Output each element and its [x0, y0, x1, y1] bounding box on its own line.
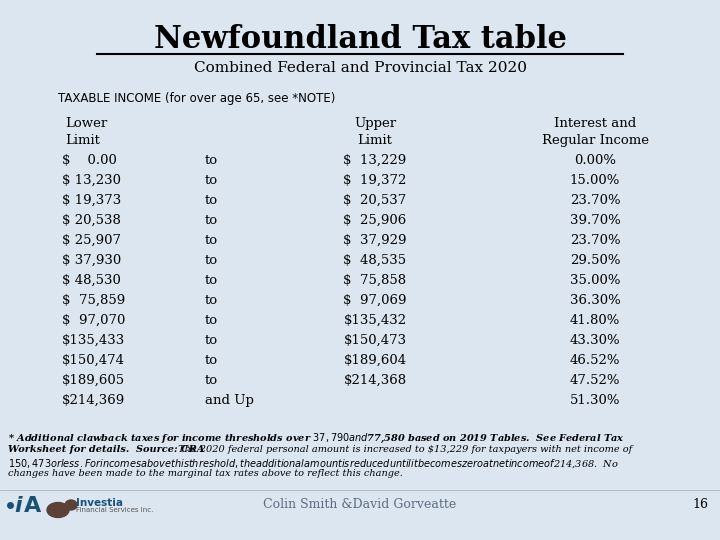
Text: 47.52%: 47.52%	[570, 374, 620, 387]
Text: Colin Smith &David Gorveatte: Colin Smith &David Gorveatte	[264, 498, 456, 511]
Text: to: to	[205, 254, 218, 267]
Text: $  19,372: $ 19,372	[343, 174, 407, 187]
Text: to: to	[205, 194, 218, 207]
Text: $  20,537: $ 20,537	[343, 194, 407, 207]
Text: $  97,069: $ 97,069	[343, 294, 407, 307]
Text: $ 25,907: $ 25,907	[62, 234, 121, 247]
Text: $ 48,530: $ 48,530	[62, 274, 121, 287]
Text: to: to	[205, 354, 218, 367]
Text: $214,369: $214,369	[62, 394, 125, 407]
Text: to: to	[205, 274, 218, 287]
Text: i: i	[14, 496, 22, 516]
Text: TAXABLE INCOME (for over age 65, see *NOTE): TAXABLE INCOME (for over age 65, see *NO…	[58, 92, 336, 105]
Text: 23.70%: 23.70%	[570, 234, 621, 247]
Text: * Additional clawback taxes for income thresholds over $37,790 and $77,580 based: * Additional clawback taxes for income t…	[8, 432, 625, 445]
Text: $ 19,373: $ 19,373	[62, 194, 121, 207]
Text: Financial Services Inc.: Financial Services Inc.	[76, 507, 153, 513]
Text: $150,473 or less.  For incomes above this threshold, the additional amount is re: $150,473 or less. For incomes above this…	[8, 457, 618, 470]
Text: $189,605: $189,605	[62, 374, 125, 387]
Text: $  37,929: $ 37,929	[343, 234, 407, 247]
Text: to: to	[205, 174, 218, 187]
Text: $150,474: $150,474	[62, 354, 125, 367]
Text: 43.30%: 43.30%	[570, 334, 621, 347]
Text: Combined Federal and Provincial Tax 2020: Combined Federal and Provincial Tax 2020	[194, 61, 526, 75]
Text: Limit: Limit	[358, 134, 392, 147]
Text: 46.52%: 46.52%	[570, 354, 620, 367]
Text: to: to	[205, 314, 218, 327]
Text: and Up: and Up	[205, 394, 254, 407]
Text: $ 20,538: $ 20,538	[62, 214, 121, 227]
Text: to: to	[205, 234, 218, 247]
Text: $214,368: $214,368	[343, 374, 407, 387]
Text: Lower: Lower	[65, 117, 107, 130]
Text: 39.70%: 39.70%	[570, 214, 621, 227]
Text: Upper: Upper	[354, 117, 396, 130]
Text: Worksheet for details.  Source: CRA: Worksheet for details. Source: CRA	[8, 444, 204, 454]
Text: $  75,858: $ 75,858	[343, 274, 407, 287]
Text: 0.00%: 0.00%	[574, 154, 616, 167]
Text: $189,604: $189,604	[343, 354, 407, 367]
Text: $135,433: $135,433	[62, 334, 125, 347]
Text: to: to	[205, 294, 218, 307]
Text: $  48,535: $ 48,535	[343, 254, 407, 267]
Text: to: to	[205, 374, 218, 387]
Text: 29.50%: 29.50%	[570, 254, 620, 267]
Text: $ 13,230: $ 13,230	[62, 174, 121, 187]
Text: Regular Income: Regular Income	[541, 134, 649, 147]
Text: 51.30%: 51.30%	[570, 394, 620, 407]
Text: changes have been made to the marginal tax rates above to reflect this change.: changes have been made to the marginal t…	[8, 469, 403, 478]
Text: $  97,070: $ 97,070	[62, 314, 125, 327]
Text: A: A	[24, 496, 41, 516]
Text: to: to	[205, 334, 218, 347]
Text: 35.00%: 35.00%	[570, 274, 620, 287]
Text: 36.30%: 36.30%	[570, 294, 621, 307]
Ellipse shape	[47, 503, 69, 517]
Text: $    0.00: $ 0.00	[62, 154, 117, 167]
Text: 23.70%: 23.70%	[570, 194, 621, 207]
Text: $  25,906: $ 25,906	[343, 214, 407, 227]
Text: Interest and: Interest and	[554, 117, 636, 130]
Text: $  75,859: $ 75,859	[62, 294, 125, 307]
Text: Limit: Limit	[65, 134, 100, 147]
Text: $  13,229: $ 13,229	[343, 154, 407, 167]
Text: $150,473: $150,473	[343, 334, 407, 347]
Ellipse shape	[65, 500, 77, 510]
Text: 16: 16	[692, 498, 708, 511]
Text: $ 37,930: $ 37,930	[62, 254, 121, 267]
Text: The 2020 federal personal amount is increased to $13,229 for taxpayers with net : The 2020 federal personal amount is incr…	[175, 444, 632, 454]
Text: Newfoundland Tax table: Newfoundland Tax table	[153, 24, 567, 55]
Text: 15.00%: 15.00%	[570, 174, 620, 187]
Text: $135,432: $135,432	[343, 314, 407, 327]
Text: Investia: Investia	[76, 498, 123, 508]
Text: 41.80%: 41.80%	[570, 314, 620, 327]
Text: to: to	[205, 214, 218, 227]
Text: to: to	[205, 154, 218, 167]
